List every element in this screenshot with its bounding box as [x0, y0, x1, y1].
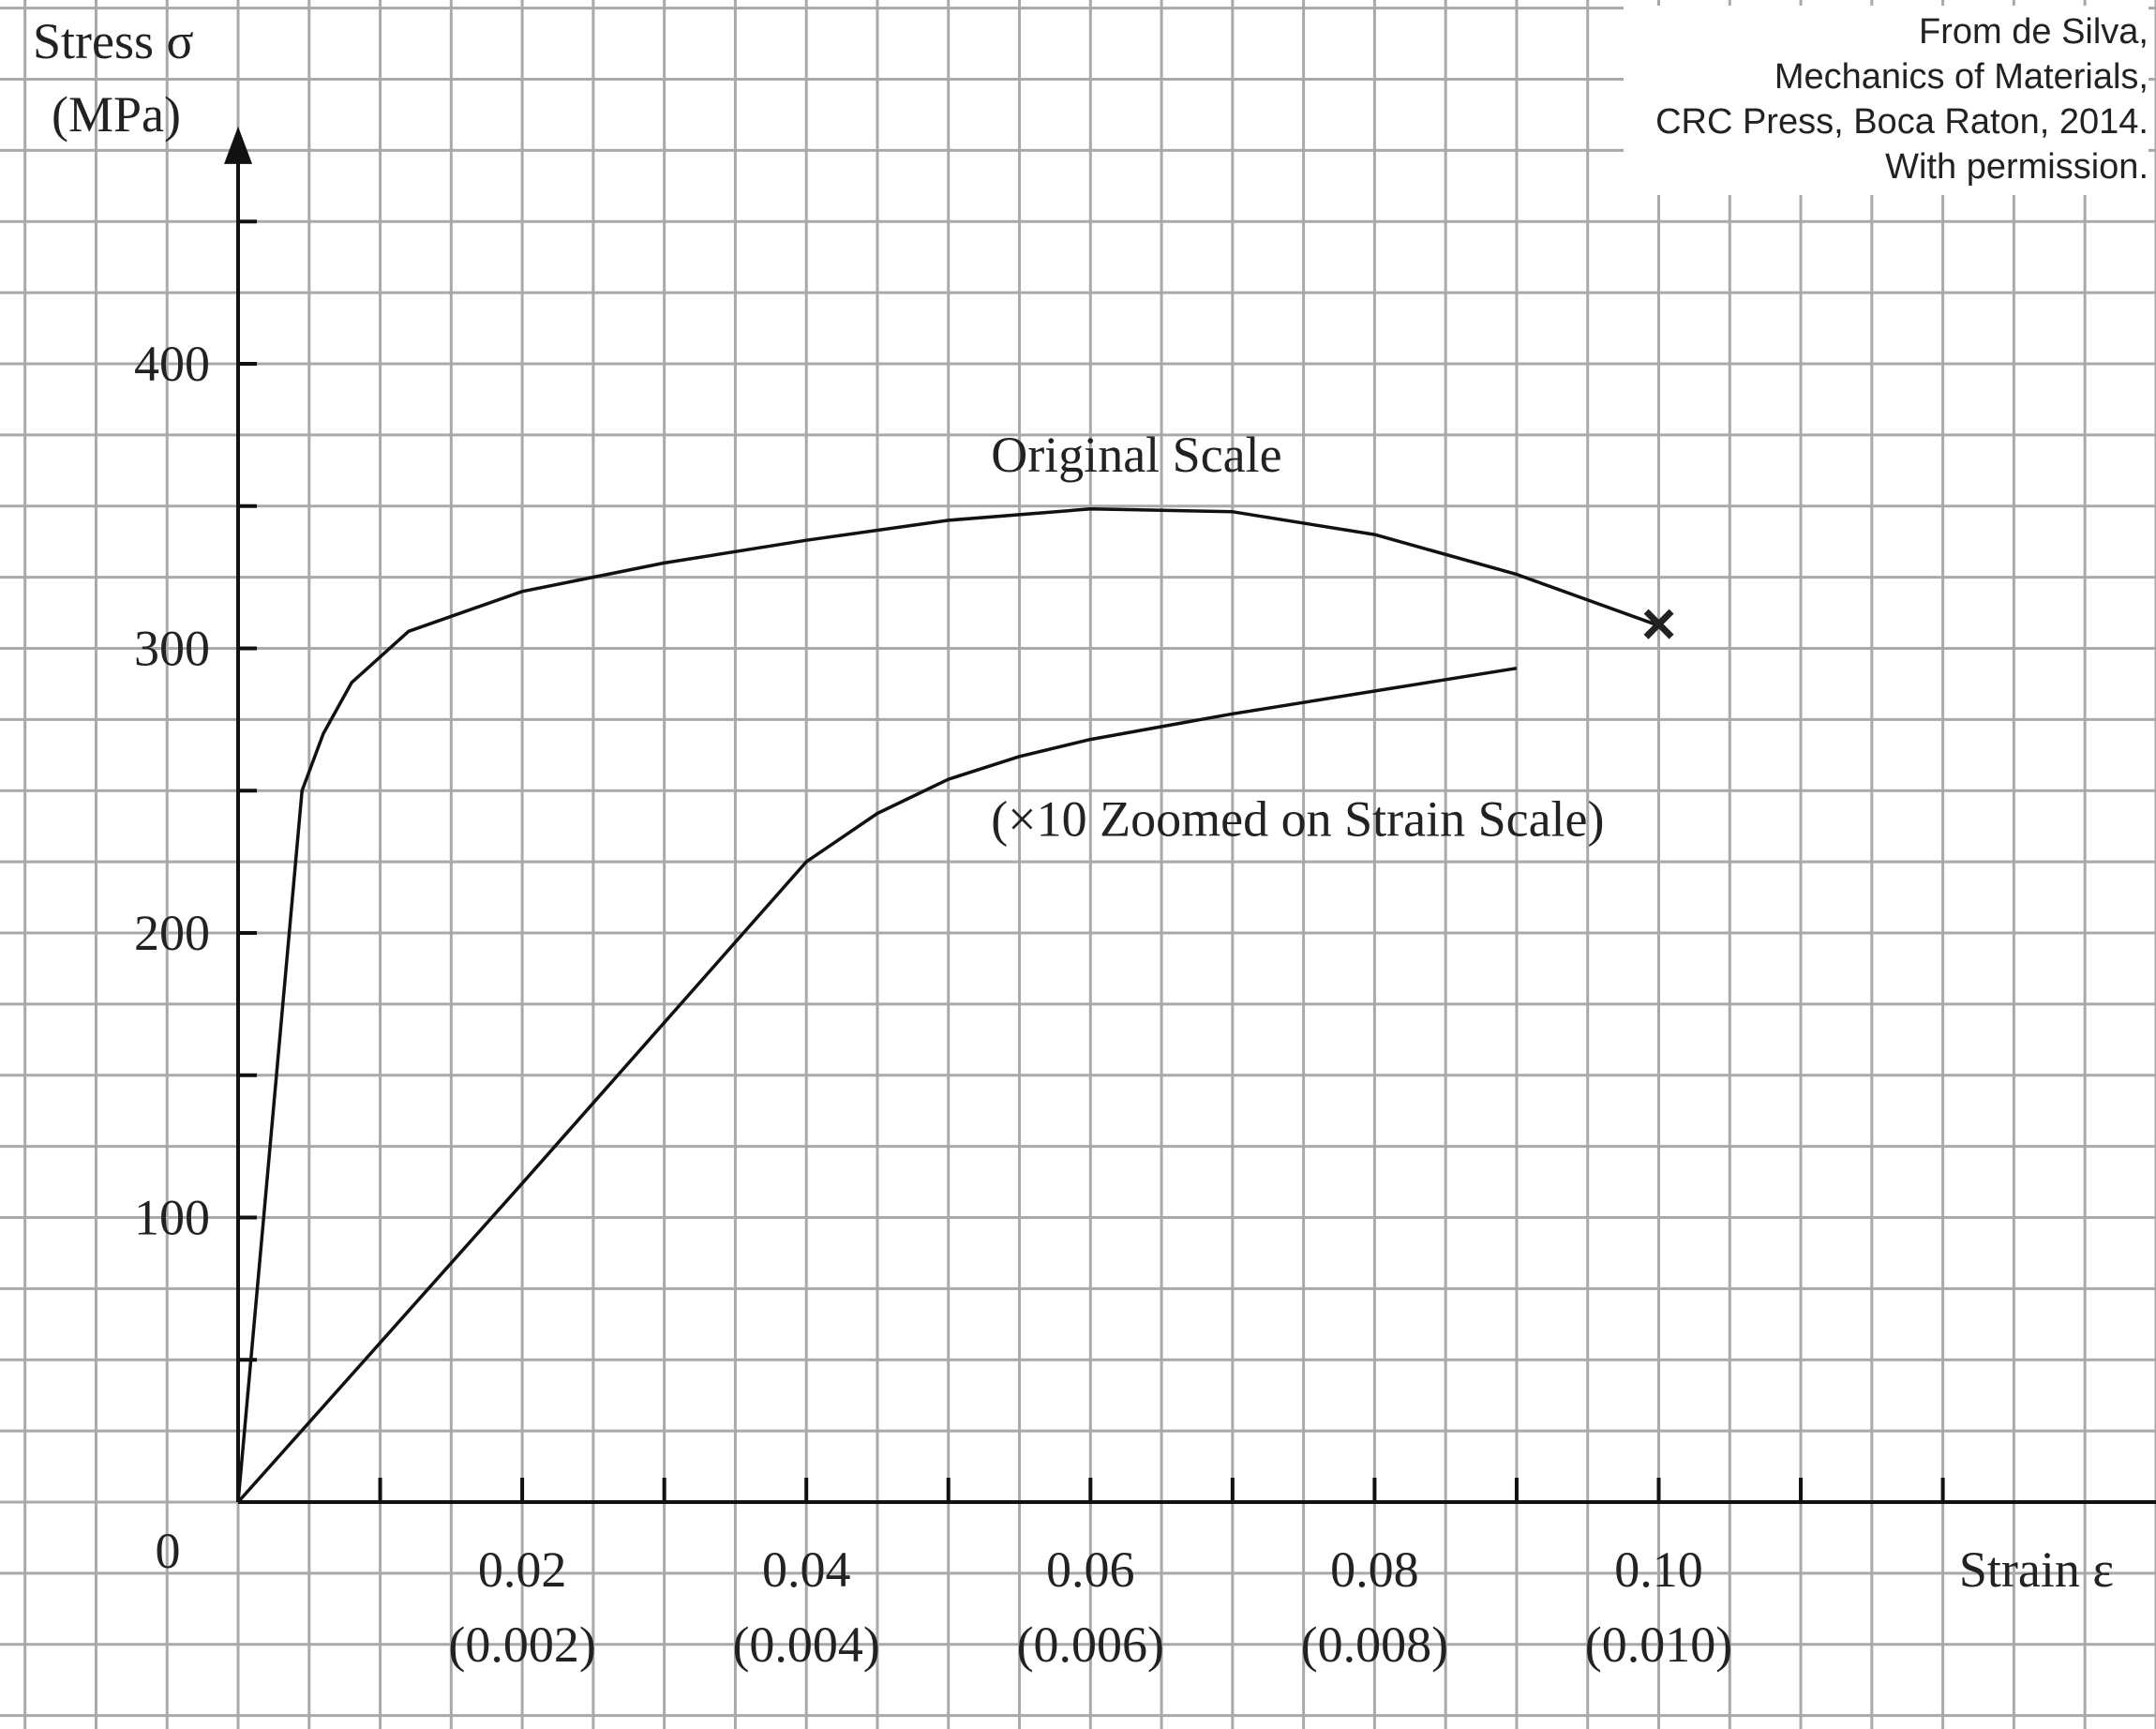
y-axis-title: Stress σ: [33, 13, 194, 69]
fracture-marker: ×: [1641, 590, 1676, 657]
series-line-1: [236, 507, 1660, 1503]
x-tick-label: 0.08: [1330, 1541, 1419, 1598]
x-axis-title: Strain ε: [1959, 1541, 2114, 1598]
y-tick-label: 200: [134, 905, 210, 961]
y-tick-label: 300: [134, 621, 210, 677]
series-group: ×: [236, 507, 1676, 1504]
series-label-zoomed: (×10 Zoomed on Strain Scale): [991, 791, 1604, 848]
x-tick-label-zoomed: (0.002): [448, 1616, 595, 1673]
x-tick-label: 0.02: [478, 1541, 567, 1598]
x-tick-label: 0.04: [762, 1541, 851, 1598]
credit-line: With permission.: [1885, 147, 2149, 187]
labels: 100 200 300 400 0.02 (0.002) 0.04 (0.004) 0.06 (0…: [33, 13, 2114, 1673]
credit-note: From de Silva, Mechanics of Materials, C…: [1624, 6, 2149, 195]
series-label-original: Original Scale: [991, 427, 1281, 483]
y-tick-label: 100: [134, 1190, 210, 1246]
y-axis-arrow-icon: [224, 126, 252, 164]
y-tick-label: 400: [134, 336, 210, 392]
x-tick-label: 0.06: [1046, 1541, 1135, 1598]
x-tick-label-zoomed: (0.010): [1585, 1616, 1732, 1673]
credit-line: CRC Press, Boca Raton, 2014.: [1655, 102, 2149, 142]
x-tick-label-zoomed: (0.006): [1017, 1616, 1164, 1673]
x-tick-label: 0.10: [1614, 1541, 1703, 1598]
x-tick-label-zoomed: (0.008): [1301, 1616, 1448, 1673]
y-axis-unit: (MPa): [52, 86, 181, 143]
origin-label: 0: [156, 1523, 181, 1579]
credit-line: Mechanics of Materials,: [1774, 57, 2149, 97]
credit-line: From de Silva,: [1919, 12, 2149, 52]
x-tick-label-zoomed: (0.004): [732, 1616, 879, 1673]
series-line-2: [236, 666, 1518, 1504]
axes: [224, 126, 2156, 1504]
